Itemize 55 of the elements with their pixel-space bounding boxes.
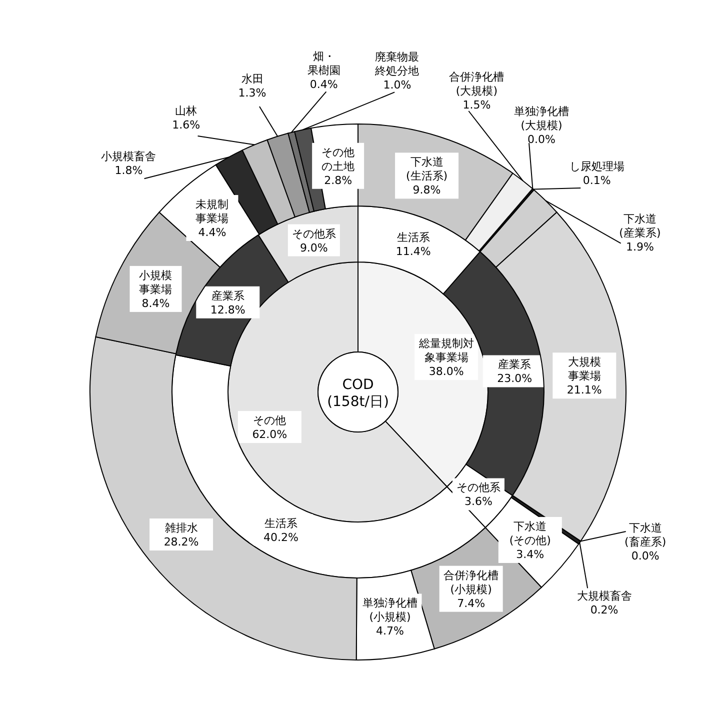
data-label: 1.0% [383,78,412,92]
data-label: 3.6% [464,495,492,508]
text: 0.0% [528,132,556,146]
data-label: 62.0% [252,428,288,441]
slice-label: 合併浄化槽(小規模) [444,568,499,596]
slice-label: その他系 [456,481,500,494]
data-label: 9.8% [412,184,441,197]
slice-label: 大規模事業場 [568,356,601,383]
slice-label: し尿処理場 [569,160,624,174]
slice-label: 山林 [175,104,198,118]
data-label: 1.9% [626,240,654,254]
data-label: 1.3% [238,86,266,100]
data-label: 1.6% [172,118,200,132]
data-label: 0.2% [590,604,618,617]
text: COD (158t/日) [327,377,389,410]
slice-label: 雑排水 [164,521,198,534]
slice-label: 大規模畜舎 [576,590,632,603]
slice-label: 総量規制対象事業場 [418,337,474,364]
data-label: 4.4% [198,226,226,240]
data-label: 3.4% [516,548,544,561]
data-label: 23.0% [497,372,532,386]
data-label: 8.4% [142,296,170,310]
data-label: 28.2% [164,535,199,548]
slice-label: 小規模畜舎 [101,150,156,164]
data-label: 38.0% [428,365,464,378]
slice-label: 産業系 [211,289,244,302]
data-label: 1.5% [462,98,491,112]
slice-label: 小規模事業場 [139,268,172,296]
data-label: 4.7% [376,624,404,638]
slice-label: 廃棄物最終処分地 [374,50,420,78]
data-label: 40.2% [264,530,298,544]
data-label: 11.4% [396,245,431,258]
slice-label: 生活系 [396,231,430,244]
category-label: 単独浄化槽(大規模) [514,104,569,132]
slice-label: 水田 [241,72,264,86]
data-label: 21.1% [566,384,602,397]
slice-label: 下水道(その他) [509,520,551,547]
slice-label: 合併浄化槽(大規模) [449,70,504,98]
slice-label: 下水道(生活系) [406,156,448,183]
slice-label: 畑・果樹園 [307,50,340,77]
data-label: 0.1% [582,174,611,188]
slice-label: 生活系 [264,516,298,530]
slice-label: 単独浄化槽(小規模) [362,596,418,624]
data-label: 9.0% [300,241,328,254]
slice-label: その他系 [292,227,336,240]
text: 0.0% [631,550,660,563]
data-label: 7.4% [457,596,486,610]
data-label: 12.8% [210,303,246,316]
data-label: 0.4% [310,78,338,91]
data-label: 1.8% [114,164,143,178]
slice-label: 下水道(産業系) [619,212,661,240]
legend-label: 下水道(畜産系) [624,522,666,549]
slice-label: 未規制事業場 [196,198,229,226]
slice-label: その他 [253,414,286,427]
slice-label: 産業系 [498,358,532,372]
